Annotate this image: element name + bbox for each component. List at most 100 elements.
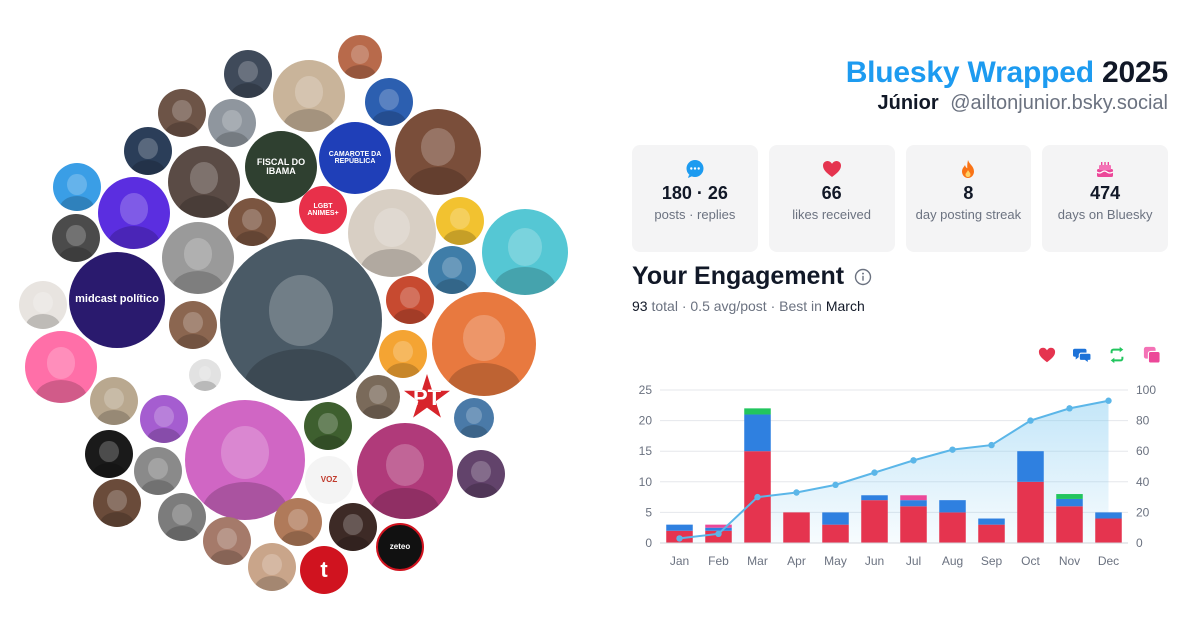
bar-segment [939,500,966,513]
avatar-label: t [320,557,328,583]
avatar[interactable] [379,330,427,378]
engagement-title: Your Engagement [632,262,845,290]
x-tick-label: Oct [1021,554,1040,568]
repost-icon [1110,346,1124,364]
engagement-summary: 93 total · 0.5 avg/post · Best in March [632,298,865,314]
title-year: 2025 [1102,56,1168,89]
avatar[interactable] [432,292,536,396]
engagement-avg: 0.5 avg/post [690,298,767,314]
line-point [1105,397,1112,404]
title-brand: Bluesky Wrapped [845,56,1094,89]
info-icon[interactable] [854,268,872,286]
avatar[interactable] [273,60,345,132]
avatar[interactable] [98,177,170,249]
avatar[interactable]: VOZ [305,456,353,504]
y-left-tick-label: 5 [645,505,652,519]
avatar[interactable] [356,375,400,419]
avatar[interactable]: CAMAROTE DA REPÚBLICA [319,122,391,194]
avatar[interactable]: midcast político [69,252,165,348]
cumulative-area [679,400,1109,543]
avatar[interactable] [395,109,481,195]
bar-segment [822,512,849,525]
avatar[interactable]: PT [403,374,451,418]
engagement-best-month: March [825,298,865,314]
avatar[interactable] [386,276,434,324]
avatar[interactable] [348,189,436,277]
avatar[interactable] [428,246,476,294]
line-point [676,535,683,542]
avatar[interactable]: FISCAL DO IBAMA [245,131,317,203]
y-right-tick-label: 80 [1136,414,1150,428]
stat-card-likes: 66 likes received [768,145,895,252]
line-point [1027,417,1034,424]
stat-value-days: 474 [1090,183,1121,203]
x-tick-label: Aug [942,554,963,568]
line-point [715,530,722,538]
avatar[interactable]: t [300,546,348,594]
chart-legend [1038,346,1161,364]
avatar[interactable] [19,281,67,329]
avatar[interactable] [169,301,217,349]
avatar[interactable] [248,543,296,591]
x-tick-label: Jan [670,554,689,568]
bar-segment [1056,494,1083,499]
x-tick-label: Mar [747,554,768,568]
avatar[interactable] [338,35,382,79]
avatar[interactable] [158,89,206,137]
avatar[interactable] [25,331,97,403]
avatar[interactable] [90,377,138,425]
bar-segment [705,527,732,531]
avatar[interactable] [220,239,382,401]
avatar[interactable] [52,214,100,262]
avatar[interactable] [228,198,276,246]
avatar[interactable] [53,163,101,211]
x-tick-label: Jul [906,554,921,568]
stat-value-streak: 8 [963,183,974,203]
bar-segment [861,495,888,501]
avatar[interactable] [329,503,377,551]
avatar[interactable] [274,498,322,546]
bar-segment [978,518,1005,525]
avatar[interactable] [85,430,133,478]
avatar[interactable] [304,402,352,450]
avatar[interactable] [185,400,305,520]
avatar-label: zeteo [389,541,411,551]
x-tick-label: Dec [1098,554,1119,568]
avatar[interactable] [140,395,188,443]
avatar[interactable]: zeteo [376,523,424,571]
flame-icon [962,160,975,178]
avatar[interactable] [457,450,505,498]
stat-value-likes: 66 [821,183,842,203]
avatar[interactable] [168,146,240,218]
avatar[interactable]: LGBT ANIMES+ [299,186,347,234]
page-header: Bluesky Wrapped 2025 Júnior @ailtonjunio… [846,56,1168,115]
avatar[interactable] [203,517,251,565]
bar-segment [705,524,732,528]
avatar-label: VOZ [320,474,338,484]
avatar[interactable] [162,222,234,294]
speech-bubble-icon [686,160,704,178]
avatar[interactable] [134,447,182,495]
avatar[interactable] [124,127,172,175]
stat-label-posts: posts · replies [654,207,736,222]
avatar[interactable] [224,50,272,98]
avatar[interactable] [436,197,484,245]
bar-segment [1056,506,1083,543]
avatar[interactable] [208,99,256,147]
engagement-chart: 0 5 10 15 20 25 0 20 40 60 80 100 Jan Feb Mar Apr May Jun… [639,383,1157,568]
avatar[interactable] [189,359,221,391]
bar-segment [861,500,888,543]
summary-separator: · [681,298,687,314]
avatar[interactable] [158,493,206,541]
y-left-tick-label: 10 [639,475,653,489]
birthday-cake-icon [1096,162,1114,177]
avatar[interactable] [357,423,453,519]
avatar[interactable] [482,209,568,295]
line-point [793,489,800,496]
avatar[interactable] [93,479,141,527]
avatar[interactable] [454,398,494,438]
stats-row: 180 · 26 posts · replies 66 likes receiv… [632,145,1168,252]
y-right-tick-label: 100 [1136,383,1156,397]
avatar[interactable] [365,78,413,126]
bar-segment [1095,518,1122,543]
